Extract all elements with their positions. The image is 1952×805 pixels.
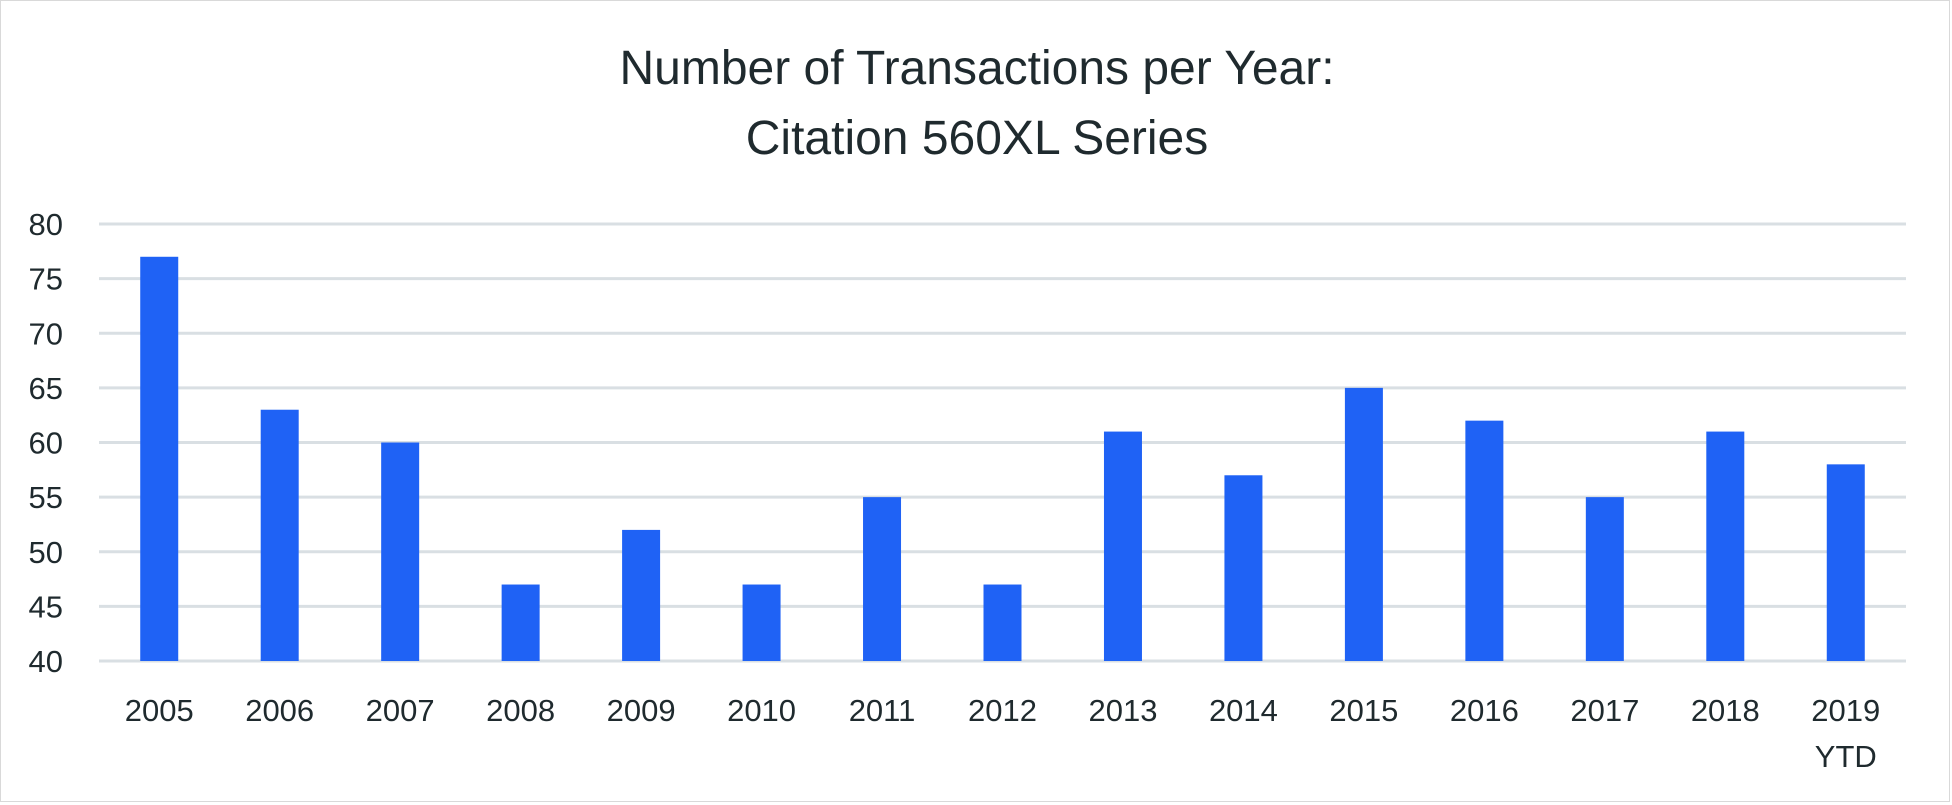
bar-2013 (1103, 431, 1142, 661)
chart-subtitle: Citation 560XL Series (745, 112, 1209, 165)
x-tick-label-2011: 2011 (849, 693, 916, 728)
x-tick-label-2006: 2006 (245, 693, 314, 728)
x-tick-label-2018: 2018 (1691, 693, 1760, 728)
bar-2017 (1585, 497, 1624, 661)
x-tick-label-2017: 2017 (1570, 693, 1639, 728)
y-tick-label-55: 55 (29, 480, 63, 515)
x-tick-label-2009: 2009 (607, 693, 676, 728)
bar-2018 (1706, 431, 1745, 661)
y-tick-label-40: 40 (29, 644, 63, 679)
bar-2014 (1224, 475, 1263, 661)
x-tick-label-2007: 2007 (366, 693, 435, 728)
bar-2011 (863, 497, 902, 661)
y-tick-label-70: 70 (29, 316, 63, 351)
x-tick-label-2008: 2008 (486, 693, 555, 728)
bar-2016 (1465, 420, 1504, 661)
bar-2010 (742, 584, 781, 661)
bar-2015 (1344, 387, 1383, 661)
chart-title: Number of Transactions per Year: (619, 42, 1335, 95)
bar-2006 (260, 409, 299, 661)
y-tick-label-65: 65 (29, 371, 63, 406)
y-tick-label-45: 45 (29, 589, 63, 624)
y-tick-label-60: 60 (29, 426, 63, 461)
y-tick-label-80: 80 (29, 207, 63, 242)
x-tick-label-2005: 2005 (125, 693, 194, 728)
y-tick-label-75: 75 (29, 262, 63, 297)
x-tick-label-2013: 2013 (1088, 693, 1157, 728)
x-tick-label-2019-ytd: 2019 YTD (1811, 693, 1880, 774)
x-tick-label-2014: 2014 (1209, 693, 1278, 728)
bar-2009 (622, 529, 661, 661)
bar-2005 (140, 256, 179, 661)
x-tick-label-2010: 2010 (727, 693, 796, 728)
x-tick-label-2015: 2015 (1329, 693, 1398, 728)
y-tick-label-50: 50 (29, 535, 63, 570)
x-tick-label-2012: 2012 (968, 693, 1037, 728)
bar-2007 (381, 442, 420, 661)
bar-2008 (501, 584, 540, 661)
bar-2019-ytd (1826, 464, 1865, 661)
bar-2012 (983, 584, 1022, 661)
x-tick-label-2016: 2016 (1450, 693, 1519, 728)
